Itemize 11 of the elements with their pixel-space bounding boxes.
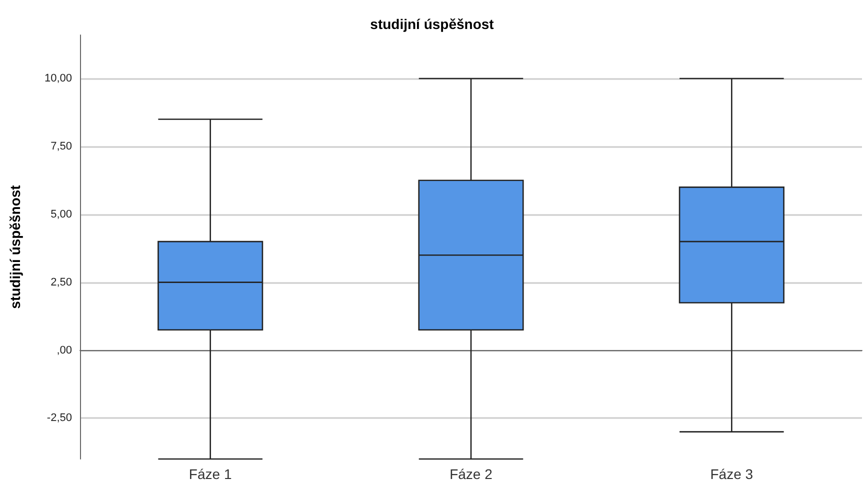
y-tick-label: 2,50	[50, 276, 72, 288]
y-tick-label: 10,00	[44, 72, 72, 84]
y-axis-title: studijní úspěšnost	[7, 184, 23, 309]
x-tick-label: Fáze 3	[710, 466, 754, 482]
x-tick-label: Fáze 1	[188, 466, 232, 482]
y-tick-label: 5,00	[50, 208, 72, 220]
chart-title: studijní úspěšnost	[370, 16, 494, 32]
y-tick-label: ,00	[56, 344, 72, 356]
y-tick-label: -2,50	[46, 412, 72, 424]
y-tick-label: 7,50	[50, 140, 72, 152]
x-tick-label: Fáze 2	[450, 466, 493, 482]
